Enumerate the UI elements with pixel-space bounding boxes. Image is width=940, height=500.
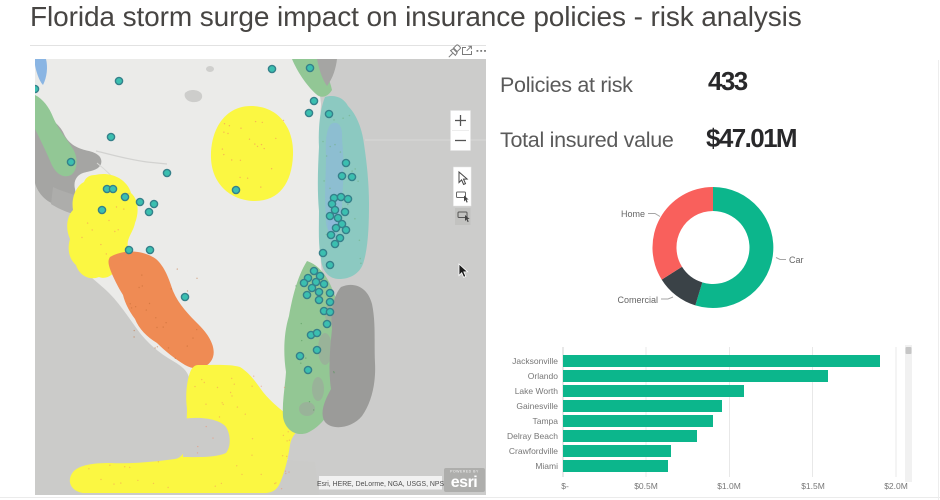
svg-text:$-: $- xyxy=(561,481,569,491)
svg-text:$1.0M: $1.0M xyxy=(717,481,741,491)
svg-text:$2.0M: $2.0M xyxy=(884,481,908,491)
svg-text:Orlando: Orlando xyxy=(528,371,559,381)
svg-text:Tampa: Tampa xyxy=(532,416,558,426)
svg-text:Gainesville: Gainesville xyxy=(516,401,558,411)
svg-text:Home: Home xyxy=(621,209,645,219)
svg-text:Delray Beach: Delray Beach xyxy=(507,431,558,441)
svg-text:Esri, HERE, DeLorme, NGA, USGS: Esri, HERE, DeLorme, NGA, USGS, NPS xyxy=(317,481,445,488)
svg-text:esri: esri xyxy=(451,474,478,491)
svg-text:Car: Car xyxy=(789,255,804,265)
svg-text:Crawfordville: Crawfordville xyxy=(509,446,558,456)
svg-text:Comercial: Comercial xyxy=(617,295,658,305)
svg-text:POWERED BY: POWERED BY xyxy=(450,470,479,474)
svg-text:$0.5M: $0.5M xyxy=(634,481,658,491)
svg-text:Lake Worth: Lake Worth xyxy=(515,386,559,396)
svg-text:$1.5M: $1.5M xyxy=(801,481,825,491)
svg-text:Miami: Miami xyxy=(535,461,558,471)
svg-text:Jacksonville: Jacksonville xyxy=(512,356,558,366)
